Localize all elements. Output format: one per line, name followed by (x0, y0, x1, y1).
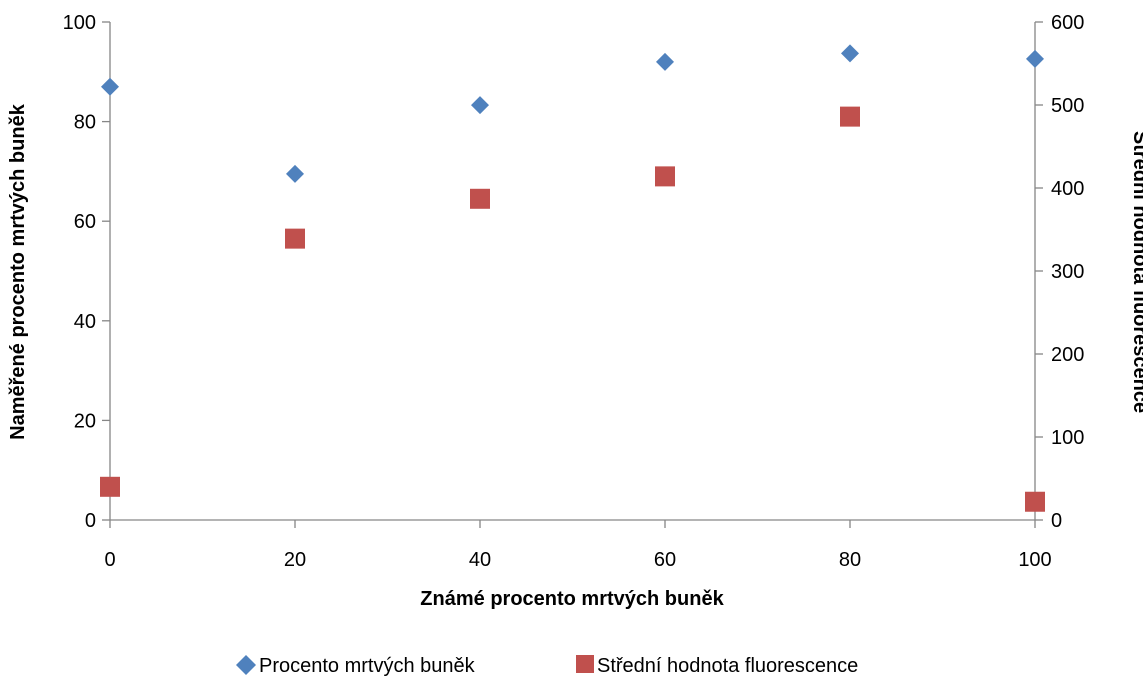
legend: Procento mrtvých buněk Střední hodnota f… (236, 655, 858, 677)
y-tick-label: 20 (74, 410, 96, 432)
y2-tick-label: 600 (1051, 12, 1084, 34)
y2-tick-label: 300 (1051, 261, 1084, 283)
y-tick-label: 100 (63, 12, 96, 34)
y2-tick-label: 400 (1051, 178, 1084, 200)
data-point-diamond (471, 96, 489, 115)
data-point-square (1025, 491, 1045, 512)
data-point-diamond (841, 44, 859, 63)
legend-label-series2: Střední hodnota fluorescence (597, 655, 858, 677)
legend-diamond-icon (236, 655, 256, 675)
data-point-diamond (101, 77, 119, 96)
y2-tick-label: 500 (1051, 95, 1084, 117)
x-axis-title: Známé procento mrtvých buněk (420, 588, 724, 610)
data-point-diamond (1026, 49, 1044, 68)
y-tick-label: 40 (74, 311, 96, 333)
data-point-square (470, 188, 490, 209)
legend-square-icon (576, 655, 594, 673)
data-marks (100, 44, 1045, 512)
y-tick-label: 0 (85, 510, 96, 532)
y-tick-label: 80 (74, 112, 96, 134)
x-tick-label: 100 (1018, 549, 1051, 571)
x-tick-label: 0 (104, 549, 115, 571)
x-tick-label: 80 (839, 549, 861, 571)
y2-axis-title: Střední hodnota fluorescence (1129, 131, 1143, 413)
y-tick-label: 60 (74, 211, 96, 233)
legend-label-series1: Procento mrtvých buněk (259, 655, 476, 677)
y2-tick-label: 200 (1051, 344, 1084, 366)
data-point-square (285, 228, 305, 249)
data-point-diamond (286, 164, 304, 183)
x-tick-label: 40 (469, 549, 491, 571)
data-point-diamond (656, 52, 674, 71)
y2-tick-label: 0 (1051, 510, 1062, 532)
x-tick-label: 20 (284, 549, 306, 571)
data-point-square (100, 476, 120, 497)
y2-tick-label: 100 (1051, 427, 1084, 449)
data-point-square (655, 166, 675, 187)
x-tick-label: 60 (654, 549, 676, 571)
data-point-square (840, 106, 860, 127)
y-axis-title: Naměřené procento mrtvých buněk (7, 103, 29, 440)
axes (102, 21, 1043, 528)
